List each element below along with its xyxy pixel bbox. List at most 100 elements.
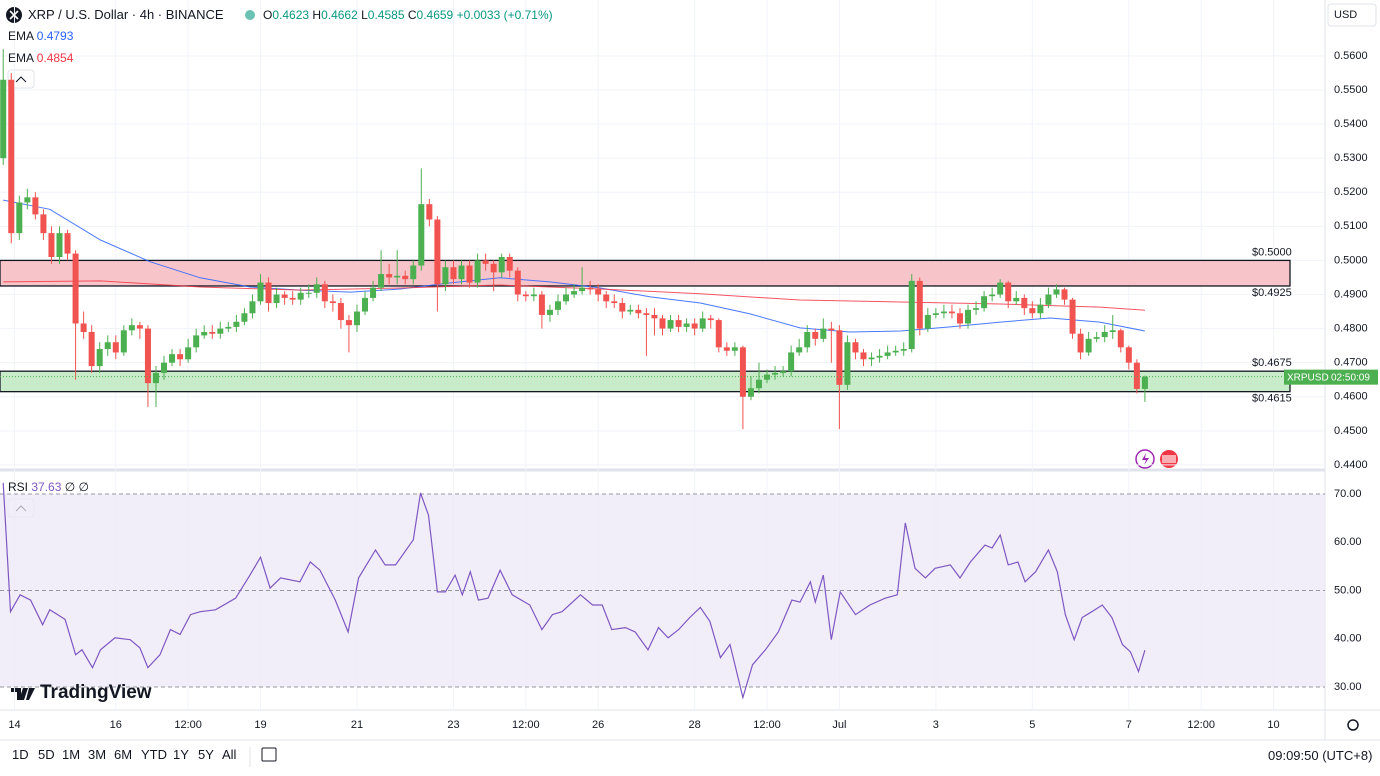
zone	[0, 370, 1291, 393]
y-tick-label: 0.5600	[1334, 50, 1368, 62]
candle-body	[281, 294, 288, 298]
candle-body	[410, 265, 417, 280]
candle-body	[193, 335, 200, 348]
candle-body	[659, 318, 666, 329]
chart-title: XRP / U.S. Dollar · 4h · BINANCE	[28, 7, 224, 22]
candle-body	[1109, 330, 1116, 332]
price-tag-bg	[1284, 369, 1378, 385]
x-tick-label: 3	[933, 719, 939, 731]
candle-body	[619, 303, 626, 312]
candle-body	[177, 354, 184, 360]
candle-body	[514, 270, 521, 295]
zone	[0, 259, 1291, 287]
candle-body	[289, 297, 296, 300]
candle-body	[1061, 289, 1068, 300]
candle-body	[772, 372, 779, 375]
candle-body	[924, 314, 931, 329]
range-button[interactable]: 1D	[12, 747, 29, 762]
candle-body	[64, 233, 71, 254]
candle-body	[345, 320, 352, 326]
candle-body	[1077, 333, 1084, 353]
candle-body	[1053, 289, 1060, 295]
range-button[interactable]: 3M	[88, 747, 107, 762]
range-button[interactable]: 5Y	[198, 747, 214, 762]
candle-body	[530, 294, 537, 297]
candle-body	[635, 309, 642, 314]
candle-body	[362, 297, 369, 312]
ema-name: EMA	[8, 29, 34, 43]
range-button[interactable]: 6M	[114, 747, 133, 762]
candle-body	[868, 357, 875, 360]
candle-body	[353, 311, 360, 326]
y-tick-label: 0.5100	[1334, 220, 1368, 232]
candle-body	[997, 282, 1004, 295]
candle-body	[780, 371, 787, 373]
candle-body	[313, 284, 320, 293]
candle-body	[892, 350, 899, 353]
y-tick-label: 0.4900	[1334, 288, 1368, 300]
range-button[interactable]: 1M	[62, 747, 81, 762]
range-button[interactable]: 5D	[38, 747, 55, 762]
y-tick-label: 0.4800	[1334, 322, 1368, 334]
price-tag-countdown: 02:50:09	[1331, 372, 1370, 383]
range-button[interactable]: All	[222, 747, 237, 762]
candle-body	[731, 347, 738, 351]
candle-body	[860, 352, 867, 360]
ema-line	[3, 199, 1145, 333]
settings-icon[interactable]	[1347, 719, 1359, 731]
candle-body	[136, 325, 143, 329]
candle-body	[120, 330, 127, 353]
candle-body	[297, 292, 304, 300]
rsi-legend: RSI 37.63 ∅ ∅	[8, 480, 89, 494]
x-tick-label: Jul	[832, 719, 846, 731]
candle-body	[755, 379, 762, 389]
candle-body	[1005, 282, 1012, 302]
currency-box[interactable]	[1327, 3, 1377, 27]
candle-body	[828, 328, 835, 331]
candle-body	[956, 313, 963, 324]
candle-body	[273, 294, 280, 304]
candle-body	[876, 355, 883, 358]
candle-body	[337, 303, 344, 321]
y-tick-label: 0.4400	[1334, 459, 1368, 471]
candle-body	[112, 342, 119, 353]
candle-body	[1069, 299, 1076, 334]
candle-body	[1085, 338, 1092, 353]
candle-body	[418, 204, 425, 266]
candle-body	[571, 291, 578, 295]
calendar-icon[interactable]	[261, 747, 277, 762]
candle-body	[24, 197, 31, 203]
range-button[interactable]: YTD	[141, 747, 167, 762]
x-tick-label: 19	[254, 719, 266, 731]
candle-body	[201, 331, 208, 336]
candle-body	[675, 320, 682, 327]
y-tick-label: 0.5400	[1334, 118, 1368, 130]
candle-body	[1101, 331, 1108, 338]
ema-name: EMA	[8, 51, 34, 65]
zone-label: $0.4615	[1252, 393, 1292, 405]
y-tick-label: 40.00	[1334, 633, 1362, 645]
candle-body	[916, 280, 923, 329]
range-button[interactable]: 1Y	[173, 747, 189, 762]
candle-body	[715, 320, 722, 348]
x-tick-label: 7	[1126, 719, 1132, 731]
candle-body	[538, 294, 545, 315]
ema-value: 0.4793	[36, 29, 74, 43]
currency[interactable]: USD	[1334, 9, 1358, 21]
candle-body	[56, 233, 63, 258]
candle-body	[466, 265, 473, 283]
candle-body	[96, 349, 103, 367]
ohlc-value: 0.4662	[321, 8, 358, 22]
candle-body	[1125, 347, 1132, 363]
candle-body	[812, 331, 819, 339]
candle-body	[965, 309, 972, 324]
candle-body	[8, 79, 15, 234]
candle-body	[667, 320, 674, 329]
candle-body	[48, 233, 55, 258]
candle-body	[1141, 376, 1148, 389]
candle-body	[0, 79, 7, 159]
candle-body	[233, 321, 240, 327]
y-tick-label: 0.4500	[1334, 425, 1368, 437]
rsi-extra: ∅	[64, 480, 76, 494]
candle-body	[16, 202, 23, 234]
